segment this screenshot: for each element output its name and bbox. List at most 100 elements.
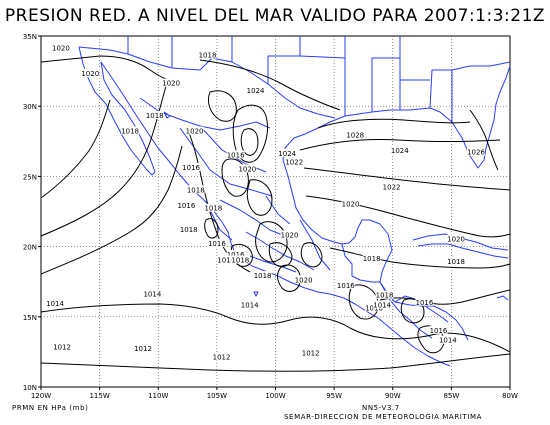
isobar-label: 1012	[213, 354, 231, 362]
lon-tick-label: 95W	[326, 392, 342, 400]
isobar-label: 1016	[227, 251, 245, 259]
contour-label-bg	[185, 126, 204, 135]
contour-label-bg	[280, 230, 299, 239]
isobar-label: 1018	[187, 186, 205, 194]
isobar-label: 1020	[186, 127, 204, 135]
contour-label-bg	[226, 250, 245, 259]
lat-tick-label: 25N	[23, 173, 37, 181]
lon-tick-label: 120W	[31, 392, 51, 400]
isobar-label: 1026	[467, 149, 485, 157]
contour-label-bg	[162, 78, 181, 87]
contour-label-bg	[121, 126, 140, 135]
isobar-label: 1022	[383, 184, 401, 192]
isobar-label: 1024	[278, 150, 296, 158]
lon-tick-label: 80W	[502, 392, 518, 400]
contour-label-bg	[179, 224, 198, 233]
contour-label-bg	[81, 68, 100, 77]
isobar-label: 1016	[430, 327, 448, 335]
isobar-label: 1016	[177, 202, 195, 210]
contour-label-bg	[46, 299, 65, 308]
contour-label-bg	[346, 130, 365, 139]
isobar-label: 1020	[52, 45, 70, 53]
isobar-label: 1020	[342, 200, 360, 208]
contour-label-bg	[438, 335, 457, 344]
lat-lon-grid	[41, 36, 510, 387]
isobar-label: 1024	[247, 87, 265, 95]
isobar-label: 1020	[447, 236, 465, 244]
isobar-label: 1020	[281, 231, 299, 239]
isobar-label: 1018	[180, 226, 198, 234]
contour-label-bg	[240, 300, 259, 309]
contour-label-bg	[177, 200, 196, 209]
lon-tick-label: 100W	[265, 392, 285, 400]
isobar-label: 1018	[447, 258, 465, 266]
lon-tick-label: 115W	[89, 392, 109, 400]
isobar-label: 1018	[121, 127, 139, 135]
contour-label-bg	[238, 164, 257, 173]
model-version: NN5-V3.7	[362, 404, 400, 412]
isobar-label: 1016	[337, 282, 355, 290]
contour-label-bg	[212, 352, 231, 361]
contour-label-bg	[390, 146, 409, 155]
lon-tick-label: 110W	[148, 392, 168, 400]
contour-label-bg	[134, 344, 153, 353]
isobar-label: 1028	[346, 132, 364, 140]
contour-label-bg	[246, 85, 265, 94]
isobar-label: 1024	[391, 147, 409, 155]
isobar-label: 1014	[439, 337, 457, 345]
isobar-label: 1014	[143, 290, 161, 298]
contour-label-bg	[182, 162, 201, 171]
contour-label-bg	[278, 148, 297, 157]
contour-label-bg	[231, 255, 250, 264]
isobar-label: 1018	[204, 205, 222, 213]
contour-label-bg	[375, 290, 394, 299]
lat-tick-label: 35N	[23, 33, 37, 41]
contour-label-bg	[285, 157, 304, 166]
isobar-label: 1020	[81, 70, 99, 78]
contour-label-bg	[447, 257, 466, 266]
isobar-label: 1012	[134, 345, 152, 353]
lat-tick-label: 10N	[23, 384, 37, 392]
contour-label-bg	[294, 275, 313, 284]
isobar-label: 1012	[302, 349, 320, 357]
contour-label-bg	[341, 199, 360, 208]
contour-label-bg	[253, 271, 272, 280]
isobar-label: 1018	[376, 292, 394, 300]
contour-label-bg	[53, 342, 72, 351]
isobar-label: 1014	[373, 302, 391, 310]
coastlines-borders	[78, 36, 511, 367]
lat-tick-label: 30N	[23, 103, 37, 111]
contour-label-bg	[466, 147, 485, 156]
lon-tick-label: 105W	[207, 392, 227, 400]
contour-label-bg	[143, 289, 162, 298]
isobar-label: 1020	[295, 276, 313, 284]
isobar-label: 1018	[146, 112, 164, 120]
contour-label-bg	[204, 203, 223, 212]
contour-label-bg	[336, 280, 355, 289]
isobar-label: 1014	[241, 302, 259, 310]
isobar-label: 1020	[162, 80, 180, 88]
isobar-label: 1016	[208, 240, 226, 248]
isobar-label: 1018	[231, 257, 249, 265]
units-label: PRMN EN HPa (mb)	[12, 404, 89, 412]
isobar-label: 1016	[217, 257, 235, 265]
map-title: PRESION RED. A NIVEL DEL MAR VALIDO PARA…	[4, 6, 546, 26]
isobar-label: 1012	[53, 344, 71, 352]
isobar-label: 1022	[285, 158, 303, 166]
contour-label-bg	[226, 150, 245, 159]
contour-label-bg	[415, 297, 434, 306]
contour-label-bg	[362, 254, 381, 263]
axis-ticks: 120W 115W 110W 105W 100W 95W 90W 85W 80W 10N 15N 20…	[23, 33, 518, 400]
isobar-label: 1018	[254, 272, 272, 280]
lat-tick-label: 15N	[23, 314, 37, 322]
contour-labels: 1020 1020 1018 1020 1024 1018 1018 1020 1028 1016…	[46, 43, 485, 362]
contour-label-bg	[145, 111, 164, 120]
contour-label-bg	[217, 255, 236, 264]
isobar-label: 1018	[199, 52, 217, 60]
isobar-label: 1018	[363, 255, 381, 263]
contour-label-bg	[301, 348, 320, 357]
contour-label-bg	[373, 300, 392, 309]
contour-label-bg	[186, 185, 205, 194]
contour-label-bg	[198, 50, 217, 59]
isobar-label: 1016	[182, 164, 200, 172]
